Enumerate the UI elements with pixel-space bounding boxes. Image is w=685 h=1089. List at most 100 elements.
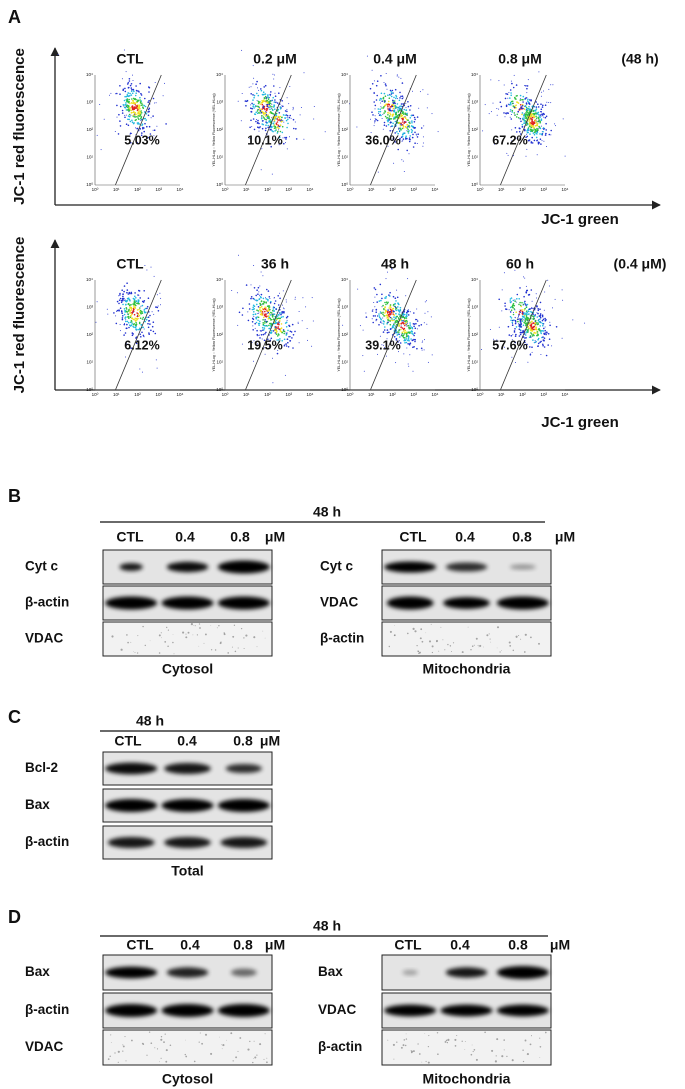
event-dot xyxy=(399,315,401,318)
event-dot xyxy=(525,155,527,157)
event-dot xyxy=(107,313,109,315)
event-dot xyxy=(280,312,282,314)
event-dot xyxy=(427,311,429,313)
event-dot xyxy=(260,102,263,104)
event-dot xyxy=(406,114,408,116)
speckle xyxy=(144,644,147,647)
event-dot xyxy=(265,118,268,121)
event-dot xyxy=(144,265,146,266)
event-dot xyxy=(519,98,521,100)
label: CTL xyxy=(116,256,144,272)
event-dot xyxy=(528,313,530,315)
event-dot xyxy=(386,302,389,305)
event-dot xyxy=(270,91,272,93)
event-dot xyxy=(259,110,262,112)
event-dot xyxy=(521,123,524,126)
event-dot xyxy=(257,108,259,110)
event-dot xyxy=(110,92,112,94)
event-dot xyxy=(268,340,270,342)
event-dot xyxy=(126,94,129,96)
event-dot xyxy=(376,139,378,141)
event-dot xyxy=(409,109,411,111)
event-dot xyxy=(393,96,395,99)
event-dot xyxy=(516,298,518,300)
event-dot xyxy=(138,91,140,93)
event-dot xyxy=(269,339,272,342)
event-dot xyxy=(422,89,424,91)
event-dot xyxy=(376,293,378,296)
band xyxy=(107,836,155,849)
plot-tick: 10³ xyxy=(86,305,93,310)
event-dot xyxy=(130,112,133,114)
event-dot xyxy=(380,299,382,302)
event-dot xyxy=(394,132,397,134)
band xyxy=(509,564,536,570)
event-dot xyxy=(259,320,261,323)
event-dot xyxy=(405,338,408,340)
band xyxy=(384,561,437,573)
speckle xyxy=(388,645,390,648)
event-dot xyxy=(266,116,269,119)
event-dot xyxy=(274,124,276,126)
label: 10.1% xyxy=(247,133,282,147)
event-dot xyxy=(261,148,263,150)
event-dot xyxy=(529,354,532,356)
speckle xyxy=(449,645,452,647)
event-dot xyxy=(282,315,284,318)
event-dot xyxy=(259,330,261,332)
event-dot xyxy=(537,342,540,345)
event-dot xyxy=(562,118,564,120)
event-dot xyxy=(545,115,548,118)
event-dot xyxy=(258,130,260,132)
event-dot xyxy=(386,117,389,119)
event-dot xyxy=(287,122,289,125)
event-dot xyxy=(140,94,143,96)
event-dot xyxy=(539,122,541,124)
event-dot xyxy=(133,102,136,104)
event-dot xyxy=(130,292,133,295)
event-dot xyxy=(392,313,394,315)
label: β-actin xyxy=(25,1002,69,1017)
speckle xyxy=(223,633,226,636)
band xyxy=(230,968,257,977)
event-dot xyxy=(126,98,129,100)
event-dot xyxy=(389,304,392,306)
event-dot xyxy=(301,320,303,322)
event-dot xyxy=(395,112,397,115)
event-dot xyxy=(407,363,409,365)
event-dot xyxy=(130,314,132,317)
event-dot xyxy=(544,291,546,293)
blot xyxy=(102,954,273,991)
event-dot xyxy=(500,105,503,108)
event-dot xyxy=(135,304,137,307)
event-dot xyxy=(412,370,414,372)
event-dot xyxy=(398,329,400,332)
event-dot xyxy=(413,121,416,123)
event-dot xyxy=(386,312,389,314)
event-dot xyxy=(381,297,383,300)
event-dot xyxy=(247,311,249,313)
event-dot xyxy=(416,319,418,320)
event-dot xyxy=(121,297,124,300)
event-dot xyxy=(258,298,261,301)
event-dot xyxy=(413,334,415,337)
event-dot xyxy=(514,362,516,363)
event-dot xyxy=(536,334,539,337)
event-dot xyxy=(139,327,141,330)
speckle xyxy=(266,1057,268,1059)
event-dot xyxy=(252,118,255,120)
event-dot xyxy=(122,293,124,296)
event-dot xyxy=(292,334,295,336)
speckle xyxy=(150,1042,153,1045)
event-dot xyxy=(125,114,127,116)
event-dot xyxy=(548,133,551,136)
event-dot xyxy=(401,333,403,335)
event-dot xyxy=(311,297,313,299)
event-dot xyxy=(257,310,260,312)
event-dot xyxy=(128,108,130,111)
event-dot xyxy=(152,97,155,100)
event-dot xyxy=(397,109,399,111)
event-dot xyxy=(407,278,409,280)
event-dot xyxy=(510,317,513,319)
